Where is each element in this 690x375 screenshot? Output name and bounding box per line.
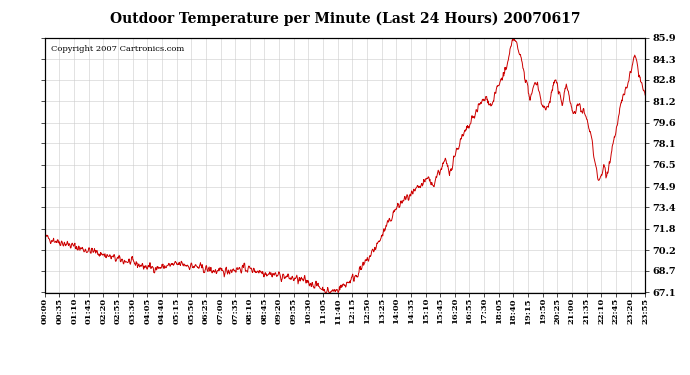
- Text: Outdoor Temperature per Minute (Last 24 Hours) 20070617: Outdoor Temperature per Minute (Last 24 …: [110, 11, 580, 26]
- Text: Copyright 2007 Cartronics.com: Copyright 2007 Cartronics.com: [51, 45, 184, 53]
